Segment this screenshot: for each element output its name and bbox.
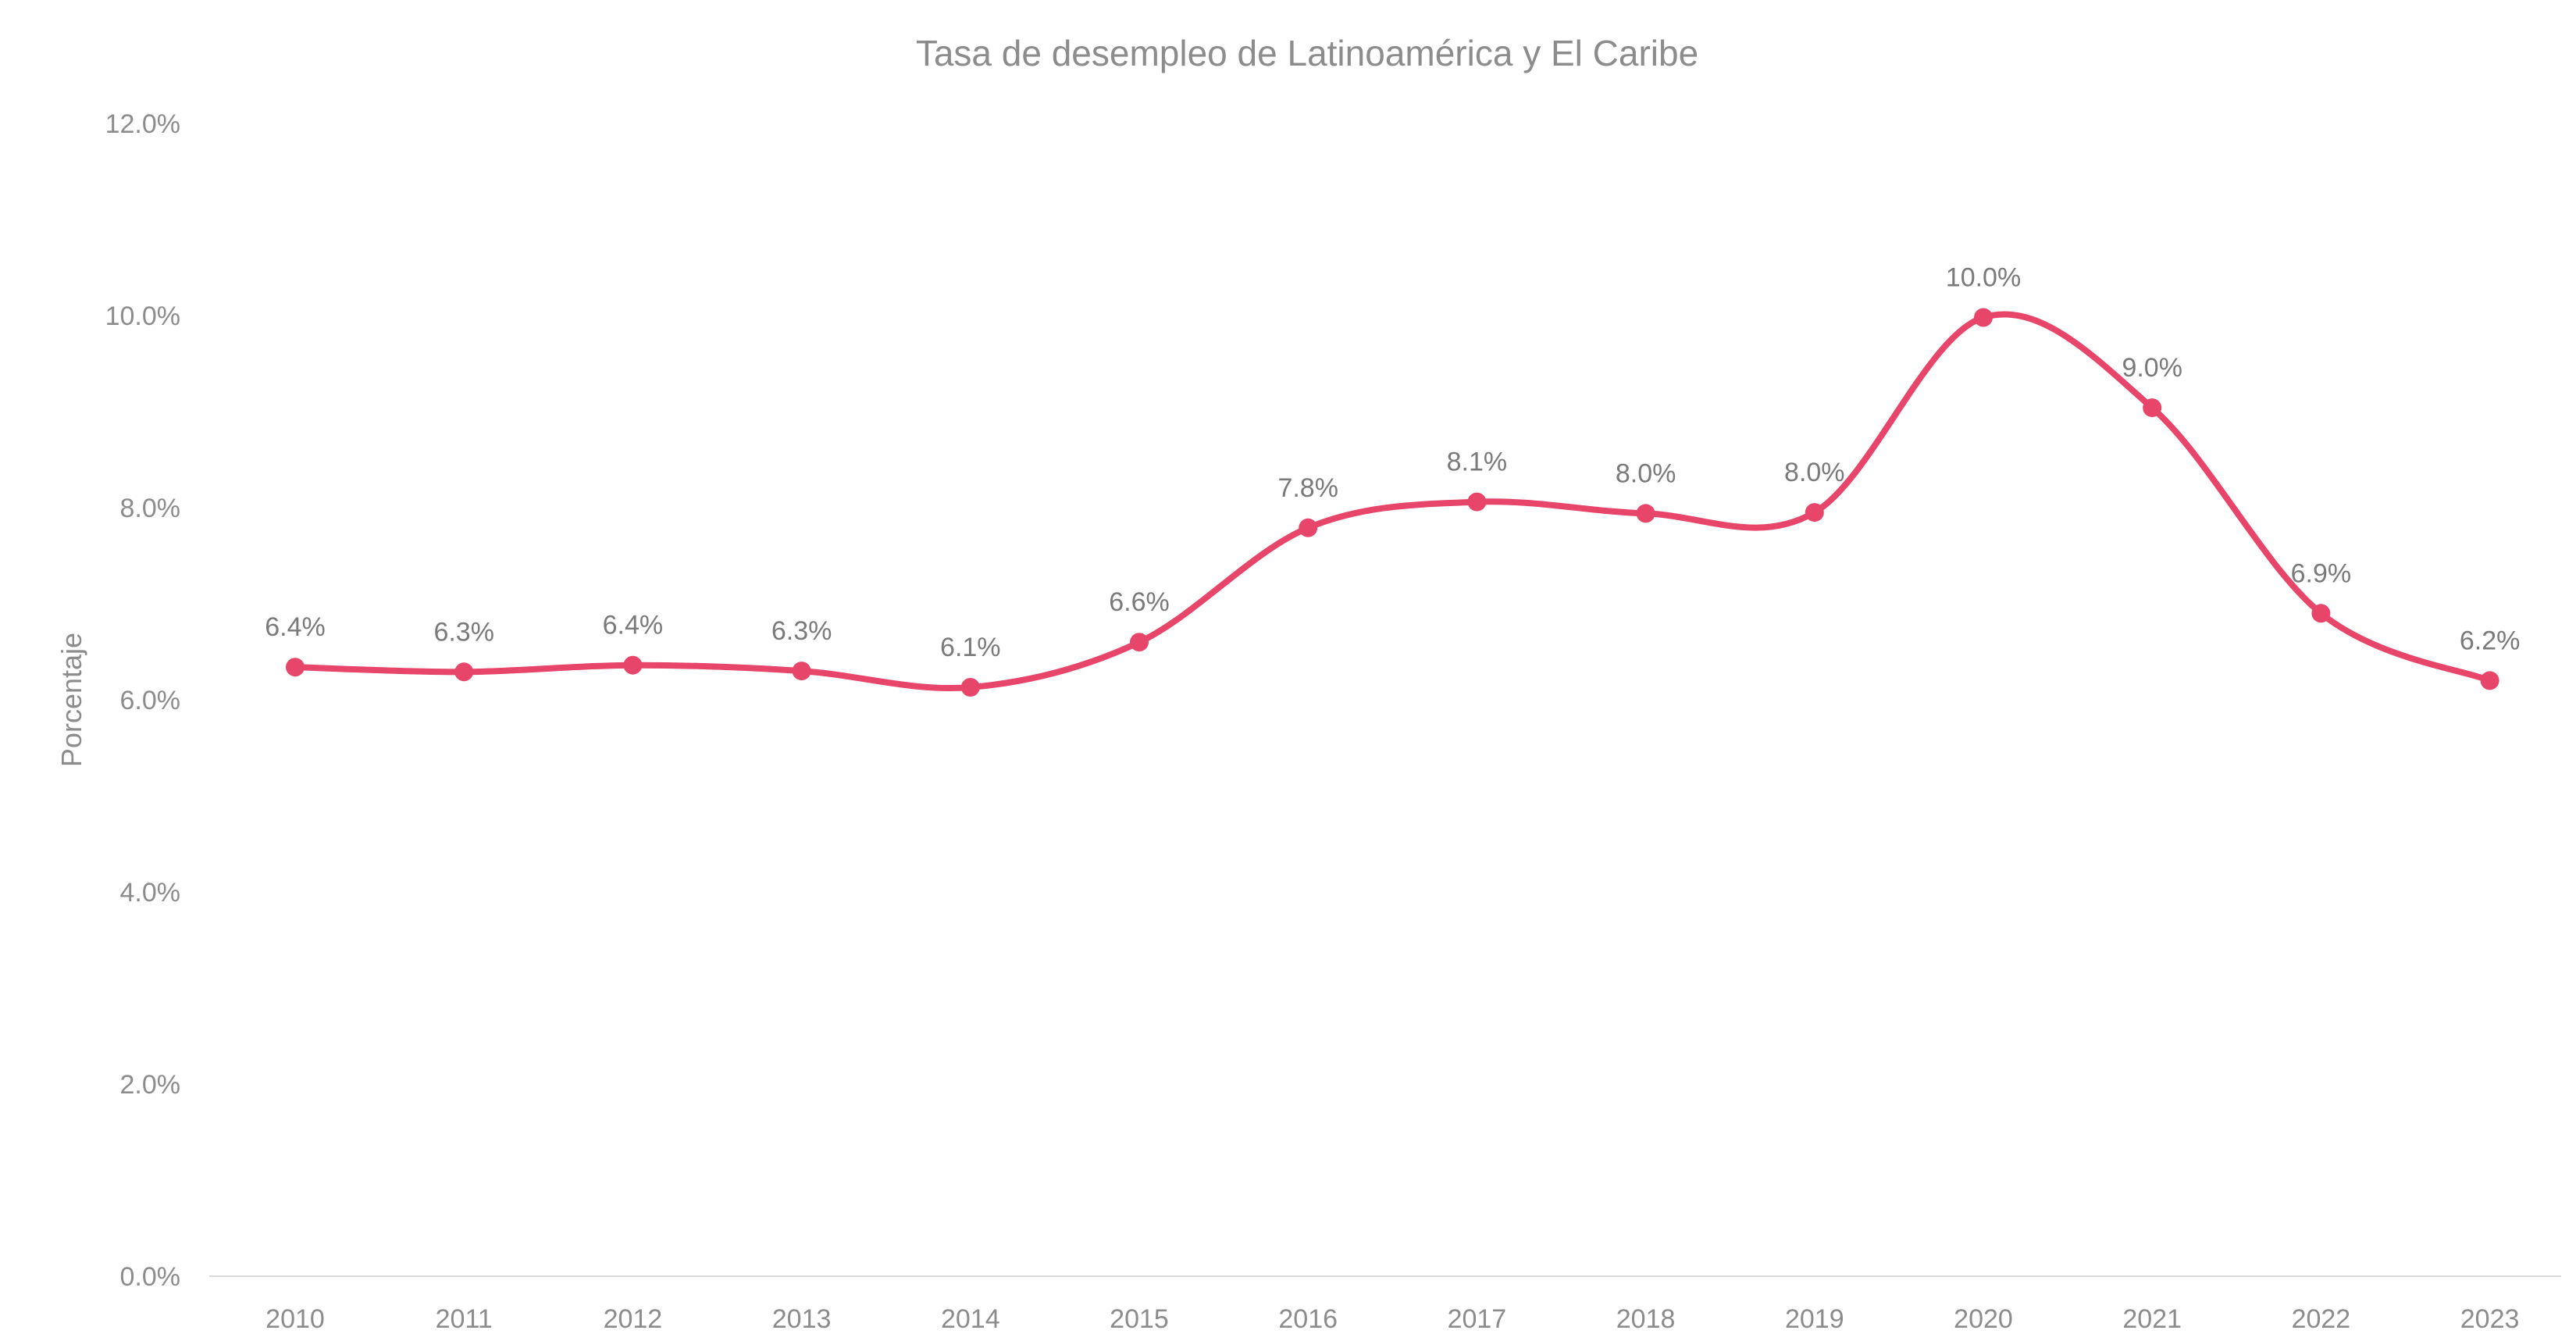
y-axis-label: Porcentaje	[55, 633, 87, 767]
data-point	[960, 678, 980, 697]
data-point	[2480, 671, 2499, 690]
data-point	[1974, 308, 1993, 327]
x-tick-label: 2023	[2460, 1304, 2520, 1334]
data-label: 8.1%	[1447, 448, 1508, 477]
x-tick-label: 2010	[265, 1304, 325, 1334]
x-tick-label: 2015	[1110, 1304, 1169, 1334]
data-label: 6.6%	[1109, 587, 1170, 617]
y-axis: 0.0% 2.0% 4.0% 6.0% 8.0% 10.0% 12.0%	[105, 109, 180, 1292]
x-tick-label: 2019	[1785, 1304, 1844, 1334]
x-axis: 2010 2011 2012 2013 2014 2015 2016 2017 2018 2019…	[265, 1304, 2519, 1334]
data-label: 6.4%	[265, 612, 326, 642]
data-point	[623, 655, 643, 675]
data-label: 6.4%	[603, 611, 664, 640]
data-point	[286, 658, 305, 677]
y-tick-label: 10.0%	[105, 301, 180, 331]
data-labels: 6.4% 6.3% 6.4% 6.3% 6.1% 6.6% 7.8% 8.1% 8.0% 8.0%…	[265, 263, 2520, 663]
data-label: 8.0%	[1784, 458, 1845, 487]
data-point	[1805, 503, 1824, 522]
data-label: 6.1%	[940, 633, 1001, 662]
data-label: 6.3%	[771, 616, 832, 646]
x-tick-label: 2018	[1616, 1304, 1676, 1334]
data-label: 8.0%	[1616, 458, 1676, 488]
data-point	[2311, 604, 2331, 623]
data-point	[2143, 398, 2162, 418]
y-tick-label: 12.0%	[105, 109, 180, 139]
data-label: 10.0%	[1946, 263, 2021, 293]
chart-title: Tasa de desempleo de Latinoamérica y El …	[916, 33, 1698, 73]
x-tick-label: 2022	[2292, 1304, 2351, 1334]
data-label: 6.9%	[2291, 558, 2352, 588]
y-tick-label: 0.0%	[120, 1262, 181, 1292]
data-label: 9.0%	[2122, 353, 2182, 383]
data-label: 6.2%	[2460, 626, 2521, 655]
series-markers	[286, 308, 2499, 697]
data-point	[1467, 492, 1487, 512]
y-tick-label: 4.0%	[120, 878, 181, 908]
data-point	[454, 662, 474, 682]
data-point	[1299, 518, 1318, 537]
x-tick-label: 2017	[1448, 1304, 1507, 1334]
data-point	[792, 662, 811, 681]
data-label: 6.3%	[433, 617, 494, 647]
data-point	[1636, 504, 1655, 523]
x-tick-label: 2011	[436, 1304, 493, 1334]
y-tick-label: 8.0%	[120, 494, 181, 523]
x-tick-label: 2020	[1954, 1304, 2013, 1334]
y-tick-label: 6.0%	[120, 686, 181, 715]
data-label: 7.8%	[1277, 473, 1338, 503]
x-tick-label: 2013	[772, 1304, 832, 1334]
y-tick-label: 2.0%	[120, 1070, 181, 1100]
x-tick-label: 2012	[604, 1304, 663, 1334]
x-tick-label: 2014	[941, 1304, 1000, 1334]
x-tick-label: 2016	[1278, 1304, 1338, 1334]
x-tick-label: 2021	[2122, 1304, 2182, 1334]
data-point	[1130, 633, 1149, 652]
